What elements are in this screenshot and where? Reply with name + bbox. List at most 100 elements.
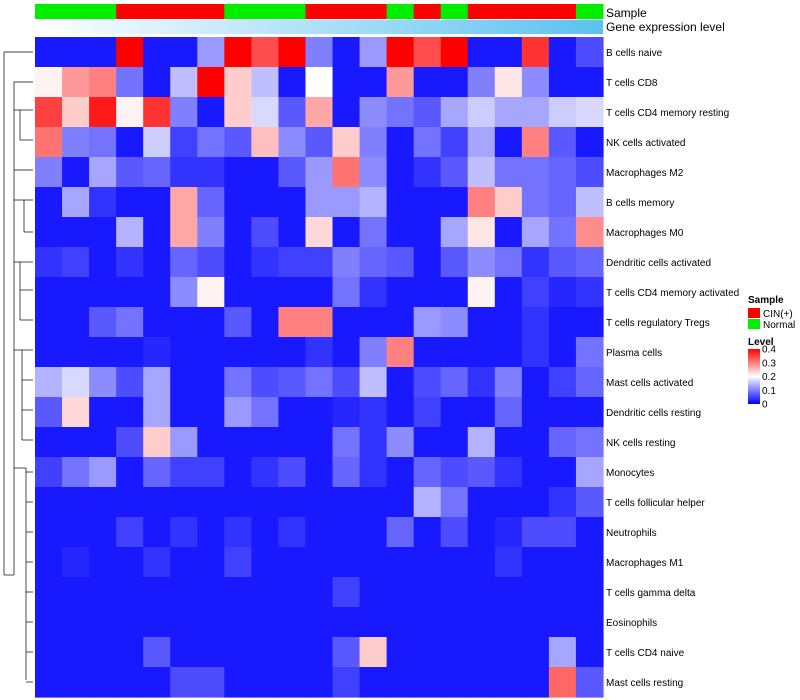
heatmap-cell [116,457,144,488]
heatmap-cell [575,457,604,488]
heatmap-cell [143,517,171,548]
heatmap-cell [305,517,334,548]
heatmap-cell [305,187,334,218]
sample-track-cell [224,4,239,19]
sample-track-cell [170,4,185,19]
heatmap-cell [116,487,144,518]
heatmap-cell [386,397,415,428]
sample-track-cell [508,4,523,19]
heatmap-cell [251,157,280,188]
heatmap-cell [467,367,496,398]
sample-track-cell [237,4,252,19]
heatmap-cell [305,607,334,638]
heatmap-cell [278,547,307,578]
sample-track-cell [129,4,144,19]
heatmap-cell [224,577,252,608]
heatmap-cell [197,487,225,518]
heatmap-cell [413,667,442,698]
heatmap-cell [278,457,307,488]
heatmap-cell [575,367,604,398]
heatmap-cell [413,487,442,518]
heatmap-cell [62,577,90,608]
heatmap-cell [332,667,361,698]
heatmap-cell [548,577,577,608]
row-label: T cells follicular helper [606,498,705,509]
sample-track-cell [89,4,104,19]
heatmap-cell [548,187,577,218]
row-label: Macrophages M2 [606,168,684,179]
heatmap-cell [386,97,415,128]
sample-annotation-track [35,4,604,19]
heatmap-cell [413,577,442,608]
heatmap-cell [278,427,307,458]
heatmap-cell [170,427,198,458]
heatmap-cell [278,607,307,638]
heatmap-cell [251,247,280,278]
heatmap-cell [170,127,198,158]
heatmap-cell [548,307,577,338]
heatmap-cell [170,97,198,128]
heatmap-cell [521,37,550,68]
level-legend: Level 0 0.1 0.2 0.3 0.4 [748,337,776,411]
heatmap-cell [35,547,63,578]
heatmap-cell [332,277,361,308]
heatmap-cell [548,517,577,548]
row-label: T cells CD4 memory resting [606,108,729,119]
heatmap-cell [332,187,361,218]
heatmap-cell [89,247,117,278]
heatmap-cell [116,517,144,548]
heatmap-cell [440,487,469,518]
heatmap-cell [278,307,307,338]
heatmap-cell [116,127,144,158]
heatmap-cell [359,337,388,368]
heatmap-cell [305,127,334,158]
heatmap-cell [386,547,415,578]
heatmap-cell [575,397,604,428]
heatmap-cell [278,337,307,368]
row-labels: B cells naive T cells CD8 T cells CD4 memo… [606,48,739,689]
heatmap-cell [386,637,415,668]
sample-track-cell [562,4,577,19]
heatmap-cell [332,457,361,488]
heatmap-cell [224,667,252,698]
heatmap-cell [116,367,144,398]
heatmap-cell [575,307,604,338]
heatmap-cell [413,607,442,638]
heatmap-cell [494,667,523,698]
sample-track-cell [197,4,212,19]
heatmap-cell [35,487,63,518]
heatmap-cell [62,427,90,458]
row-label: Macrophages M1 [606,558,684,569]
heatmap-cell [197,187,225,218]
heatmap-cell [494,37,523,68]
heatmap-cell [359,127,388,158]
heatmap-cell [521,97,550,128]
heatmap-cell [521,247,550,278]
heatmap-cell [89,157,117,188]
heatmap-cell [170,667,198,698]
heatmap-cell [116,547,144,578]
heatmap-cell [89,577,117,608]
heatmap-cell [386,217,415,248]
heatmap-cell [521,127,550,158]
sample-track-cell [62,4,77,19]
heatmap-cell [305,577,334,608]
legend-swatch-cin [748,308,760,318]
heatmap-cell [89,217,117,248]
heatmap-cell [548,457,577,488]
heatmap-cell [197,127,225,158]
heatmap-cell [251,307,280,338]
heatmap-cell [89,97,117,128]
heatmap-cell [305,667,334,698]
heatmap-cell [494,67,523,98]
heatmap-cell [548,67,577,98]
level-tick-label: 0.4 [762,345,776,356]
heatmap-cell [305,487,334,518]
heatmap-cell [89,367,117,398]
heatmap-cell [278,247,307,278]
heatmap-cell [413,307,442,338]
heatmap-cell [35,37,63,68]
heatmap-cell [224,337,252,368]
heatmap-cell [575,637,604,668]
row-label: Neutrophils [606,528,657,539]
